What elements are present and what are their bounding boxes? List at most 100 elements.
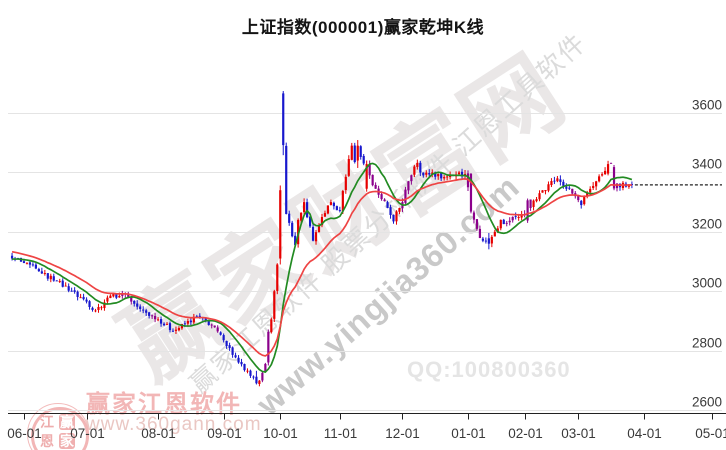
y-tick-label: 3200 — [692, 217, 722, 232]
candle-body — [273, 291, 276, 319]
candle-body — [422, 172, 425, 176]
candle-body — [577, 195, 580, 201]
candle-body — [288, 213, 291, 223]
candle-body — [350, 145, 353, 160]
page-title: 上证指数(000001)赢家乾坤K线 — [241, 18, 485, 37]
candle-body — [517, 216, 520, 218]
candle-body — [383, 199, 386, 202]
candle-body — [335, 206, 338, 211]
candle-body — [183, 323, 186, 325]
candle-body — [112, 293, 115, 297]
candle-body — [73, 290, 76, 292]
candle-body — [326, 205, 330, 214]
candle-body — [94, 310, 97, 312]
candle-body — [601, 174, 604, 176]
candle-body — [478, 228, 482, 239]
candle-body — [499, 219, 502, 229]
candle-body — [380, 194, 383, 200]
candle-body — [305, 202, 309, 218]
candle-body — [133, 300, 136, 304]
candle-body — [484, 240, 487, 242]
candle-body — [210, 324, 213, 326]
candle-body — [216, 327, 219, 332]
candle-body — [127, 293, 130, 298]
candle-body — [329, 202, 333, 205]
x-tick-label: 05-01 — [695, 426, 726, 441]
candle-body — [440, 172, 443, 179]
y-tick-label: 3000 — [692, 276, 722, 291]
candle-body — [538, 193, 541, 200]
candle-body — [371, 174, 374, 186]
x-tick-label: 11-01 — [324, 426, 358, 441]
candle-body — [79, 297, 82, 299]
candle-body — [154, 315, 157, 320]
candle-body — [10, 255, 14, 259]
candle-body — [300, 212, 303, 221]
candle-body — [437, 173, 440, 177]
stamp-char-tr: 赢 — [59, 414, 75, 430]
candle-body — [177, 328, 181, 331]
candle-body — [365, 164, 368, 189]
candle-body — [162, 323, 166, 326]
candle-body — [410, 175, 413, 182]
candle-body — [317, 225, 321, 233]
candle-body — [285, 145, 288, 214]
candle-body — [356, 145, 359, 161]
candle-body — [332, 202, 335, 207]
y-tick-label: 3400 — [692, 157, 722, 172]
candle-body — [222, 335, 225, 341]
candle-body — [148, 312, 151, 316]
candle-body — [270, 319, 273, 333]
candle-body — [416, 162, 419, 167]
x-tick-label: 02-01 — [508, 426, 543, 441]
candle-body — [276, 264, 279, 291]
candle-body — [151, 315, 154, 317]
y-tick-label: 2600 — [692, 395, 722, 410]
stamp-brand-url: www.360gann.com — [86, 414, 262, 435]
x-tick-label: 06-01 — [7, 426, 42, 441]
candle-body — [55, 280, 58, 282]
candle-body — [314, 232, 318, 242]
candle-body — [511, 216, 514, 221]
candle-body — [392, 214, 395, 222]
candle-body — [67, 286, 70, 291]
candle-body — [606, 164, 610, 174]
candle-body — [64, 285, 67, 287]
candle-body — [258, 380, 261, 384]
y-tick-label: 3600 — [692, 98, 722, 113]
candle-body — [586, 193, 589, 196]
candle-body — [240, 362, 243, 365]
candle-body — [368, 164, 371, 176]
candle-body — [526, 200, 529, 221]
candle-body — [225, 340, 228, 347]
candle-body — [595, 181, 598, 187]
candle-body — [279, 190, 282, 259]
candle-body — [252, 376, 255, 378]
candle-body — [40, 271, 43, 274]
candle-body — [460, 171, 464, 177]
candle-body — [553, 180, 556, 182]
candle-body — [598, 176, 601, 182]
candle-body — [398, 208, 401, 212]
candle-body — [168, 323, 172, 331]
y-tick-label: 2800 — [692, 336, 722, 351]
candle-body — [559, 179, 562, 182]
candle-body — [374, 184, 377, 189]
candle-body — [76, 291, 79, 297]
candle-body — [520, 214, 523, 218]
candle-body — [502, 219, 505, 225]
candle-body — [246, 370, 249, 372]
stamp-char-tl: 江 — [40, 414, 54, 430]
candle-body — [115, 293, 118, 298]
candle-body — [490, 236, 493, 244]
candle-body — [496, 228, 499, 232]
candle-body — [130, 296, 133, 302]
candle-body — [294, 235, 297, 246]
candle-body — [407, 181, 410, 191]
candle-body — [255, 376, 258, 384]
candle-body — [264, 363, 267, 373]
candle-body — [449, 175, 452, 178]
candle-body — [404, 189, 407, 203]
candle-body — [529, 199, 532, 209]
